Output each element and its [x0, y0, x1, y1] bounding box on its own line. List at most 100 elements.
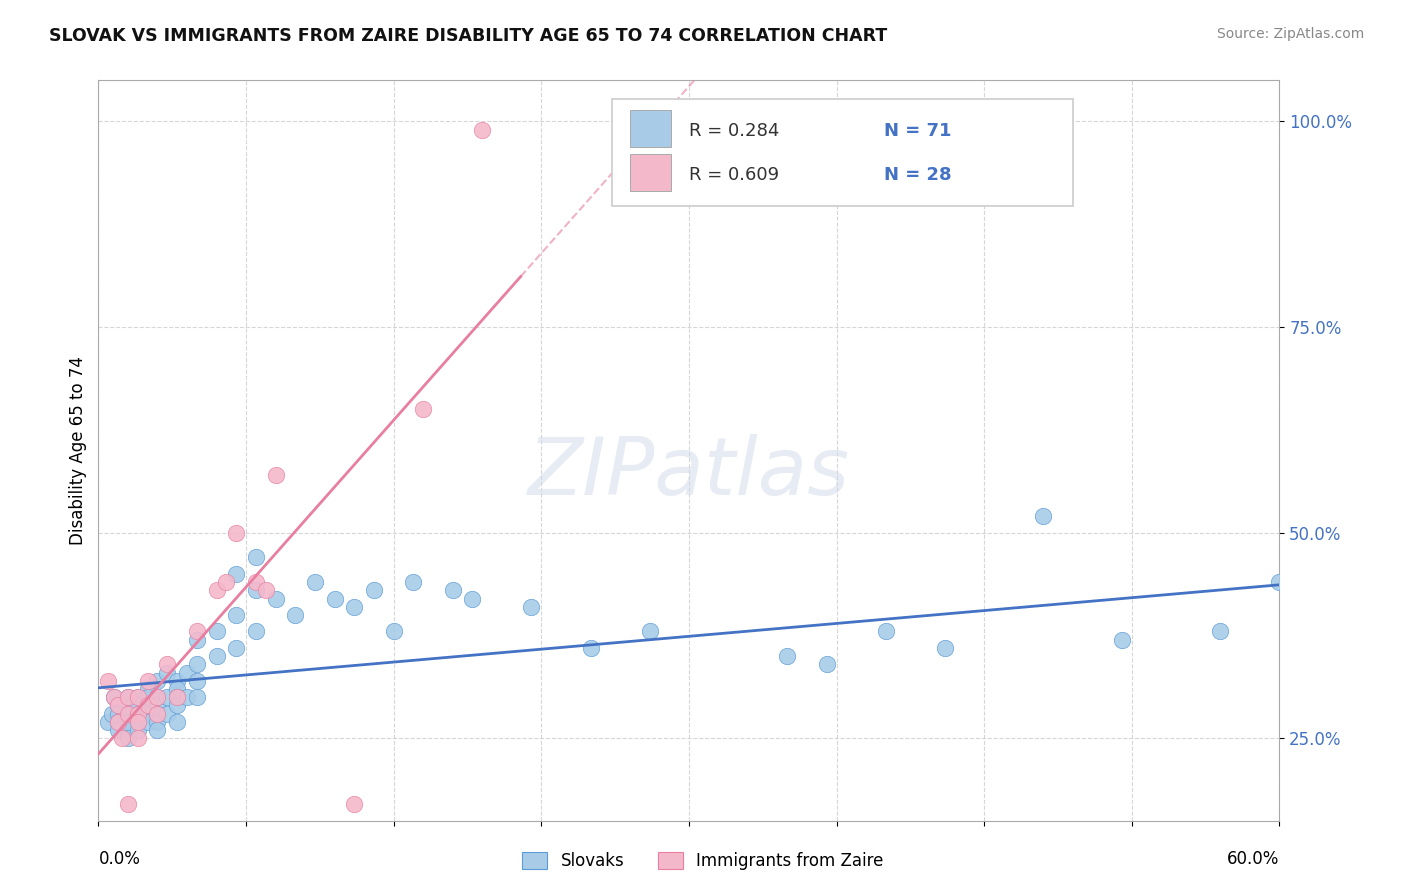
Point — [717, 855, 740, 869]
Point — [776, 649, 799, 664]
Y-axis label: Disability Age 65 to 74: Disability Age 65 to 74 — [69, 356, 87, 545]
Point — [382, 624, 405, 639]
Point — [127, 706, 149, 721]
Point — [520, 599, 543, 614]
Text: Source: ZipAtlas.com: Source: ZipAtlas.com — [1216, 27, 1364, 41]
Point — [136, 706, 159, 721]
Point — [127, 706, 149, 721]
Point — [97, 714, 120, 729]
Point — [97, 673, 120, 688]
Point — [225, 525, 247, 540]
Point — [156, 657, 179, 672]
Point — [186, 690, 208, 705]
Point — [412, 402, 434, 417]
Point — [136, 698, 159, 713]
Point — [264, 591, 287, 606]
Point — [176, 690, 198, 705]
FancyBboxPatch shape — [612, 99, 1073, 206]
Point — [215, 575, 238, 590]
Point — [254, 583, 277, 598]
Point — [245, 550, 267, 565]
Point — [225, 640, 247, 655]
Text: ZIPatlas: ZIPatlas — [527, 434, 851, 512]
Point — [127, 731, 149, 746]
Point — [146, 723, 169, 738]
Point — [156, 665, 179, 680]
Point — [245, 583, 267, 598]
Point — [146, 706, 169, 721]
Point — [103, 690, 125, 705]
Point — [166, 681, 188, 696]
Point — [127, 690, 149, 705]
Point — [136, 714, 159, 729]
Point — [127, 690, 149, 705]
Point — [146, 698, 169, 713]
Point — [107, 698, 129, 713]
Point — [117, 797, 139, 812]
Point — [1209, 624, 1232, 639]
Point — [146, 690, 169, 705]
Point — [323, 591, 346, 606]
Point — [284, 607, 307, 622]
Point — [166, 690, 188, 705]
Text: 60.0%: 60.0% — [1227, 850, 1279, 868]
Point — [117, 706, 139, 721]
Point — [136, 681, 159, 696]
Point — [127, 698, 149, 713]
Point — [1111, 632, 1133, 647]
Point — [205, 583, 228, 598]
Point — [304, 575, 326, 590]
Point — [205, 624, 228, 639]
Point — [146, 673, 169, 688]
Point — [146, 706, 169, 721]
Text: 0.0%: 0.0% — [98, 850, 141, 868]
Point — [103, 690, 125, 705]
Point — [136, 690, 159, 705]
Point — [186, 657, 208, 672]
Point — [245, 575, 267, 590]
Legend: Slovaks, Immigrants from Zaire: Slovaks, Immigrants from Zaire — [517, 847, 889, 875]
Point — [245, 624, 267, 639]
Point — [166, 673, 188, 688]
Text: R = 0.609: R = 0.609 — [689, 166, 779, 184]
Point — [146, 690, 169, 705]
Point — [156, 706, 179, 721]
Point — [186, 624, 208, 639]
Point — [186, 673, 208, 688]
Point — [402, 575, 425, 590]
Point — [107, 723, 129, 738]
Text: R = 0.284: R = 0.284 — [689, 121, 779, 140]
Point — [117, 714, 139, 729]
Point — [875, 624, 897, 639]
Point — [166, 698, 188, 713]
Point — [934, 640, 956, 655]
Point — [461, 591, 484, 606]
Point — [117, 706, 139, 721]
Point — [166, 690, 188, 705]
Point — [127, 723, 149, 738]
Point — [471, 122, 494, 136]
Point — [146, 714, 169, 729]
Point — [127, 714, 149, 729]
Point — [107, 714, 129, 729]
Point — [815, 657, 838, 672]
Point — [343, 599, 366, 614]
Point — [117, 690, 139, 705]
Point — [117, 731, 139, 746]
Point — [156, 690, 179, 705]
Point — [117, 723, 139, 738]
Point — [117, 690, 139, 705]
Point — [166, 714, 188, 729]
Text: N = 28: N = 28 — [884, 166, 952, 184]
Point — [205, 649, 228, 664]
Point — [111, 731, 134, 746]
Point — [176, 665, 198, 680]
FancyBboxPatch shape — [630, 154, 671, 191]
Point — [1268, 575, 1291, 590]
Text: N = 71: N = 71 — [884, 121, 952, 140]
Point — [136, 673, 159, 688]
Point — [363, 583, 385, 598]
Point — [264, 468, 287, 483]
Point — [638, 624, 661, 639]
Point — [1032, 509, 1054, 524]
